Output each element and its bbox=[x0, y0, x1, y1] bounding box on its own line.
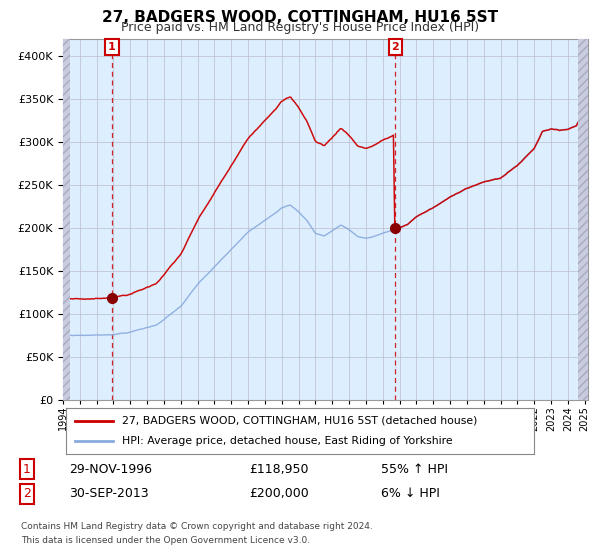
Bar bbox=[63, 39, 70, 400]
Text: 30-SEP-2013: 30-SEP-2013 bbox=[69, 487, 149, 501]
Text: HPI: Average price, detached house, East Riding of Yorkshire: HPI: Average price, detached house, East… bbox=[122, 436, 453, 446]
Text: 6% ↓ HPI: 6% ↓ HPI bbox=[381, 487, 440, 501]
Text: 2: 2 bbox=[23, 487, 31, 501]
Text: 29-NOV-1996: 29-NOV-1996 bbox=[69, 463, 152, 476]
Bar bbox=[578, 39, 588, 400]
Text: Price paid vs. HM Land Registry's House Price Index (HPI): Price paid vs. HM Land Registry's House … bbox=[121, 21, 479, 34]
Text: This data is licensed under the Open Government Licence v3.0.: This data is licensed under the Open Gov… bbox=[21, 536, 310, 545]
Bar bbox=[578, 39, 588, 400]
Text: 2: 2 bbox=[391, 42, 399, 52]
Bar bbox=[63, 39, 70, 400]
Text: 1: 1 bbox=[23, 463, 31, 476]
Text: 27, BADGERS WOOD, COTTINGHAM, HU16 5ST: 27, BADGERS WOOD, COTTINGHAM, HU16 5ST bbox=[102, 10, 498, 25]
Text: 55% ↑ HPI: 55% ↑ HPI bbox=[381, 463, 448, 476]
Text: 27, BADGERS WOOD, COTTINGHAM, HU16 5ST (detached house): 27, BADGERS WOOD, COTTINGHAM, HU16 5ST (… bbox=[122, 416, 478, 426]
Text: £200,000: £200,000 bbox=[249, 487, 309, 501]
Text: 1: 1 bbox=[108, 42, 116, 52]
Text: £118,950: £118,950 bbox=[249, 463, 308, 476]
Text: Contains HM Land Registry data © Crown copyright and database right 2024.: Contains HM Land Registry data © Crown c… bbox=[21, 522, 373, 531]
